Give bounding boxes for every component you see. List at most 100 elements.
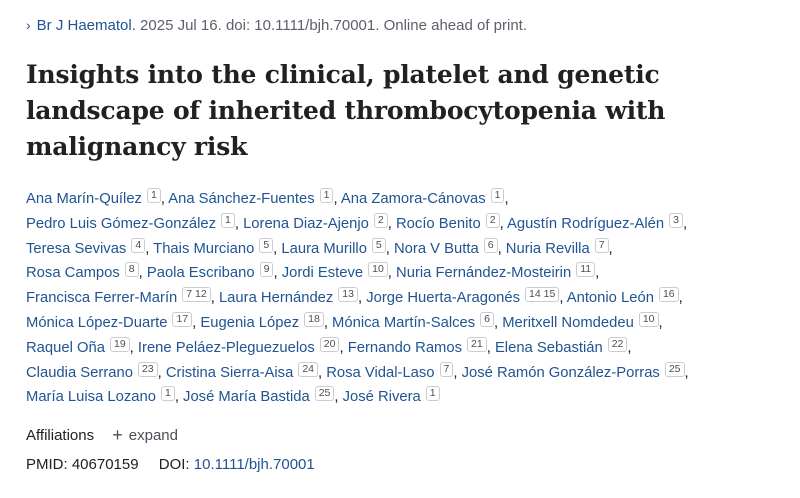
- expand-label: expand: [128, 427, 178, 445]
- author-name-link[interactable]: Mónica López-Duarte: [26, 314, 168, 331]
- author-item: José María Bastida 25: [183, 386, 335, 406]
- author-name-link[interactable]: Cristina Sierra-Aisa: [165, 364, 294, 381]
- author-item: Francisca Ferrer-Marín 7 12: [26, 287, 211, 307]
- author-separator: ,: [145, 240, 154, 257]
- plus-icon: +: [112, 425, 123, 446]
- author-separator: ,: [323, 314, 333, 331]
- author-name-link[interactable]: Pedro Luis Gómez-González: [26, 215, 216, 232]
- affiliation-number-badge[interactable]: 11: [576, 262, 596, 278]
- affiliation-number-badge[interactable]: 5: [259, 237, 274, 253]
- author-separator: ,: [387, 215, 396, 232]
- author-name-link[interactable]: Meritxell Nomdedeu: [502, 314, 634, 331]
- affiliation-number-badge[interactable]: 16: [658, 287, 679, 303]
- affiliation-number-badge[interactable]: 1: [160, 386, 175, 402]
- author-name-link[interactable]: Laura Hernández: [218, 290, 334, 307]
- author-name-link[interactable]: Nuria Fernández-Mosteirin: [396, 265, 572, 282]
- author-item: Rocío Benito 2: [396, 212, 500, 232]
- affiliation-number-badge[interactable]: 17: [172, 311, 193, 327]
- author-separator: ,: [453, 364, 462, 381]
- author-name-link[interactable]: Claudia Serrano: [26, 364, 133, 381]
- author-item: Antonio León 16: [566, 287, 679, 307]
- affiliation-number-badge[interactable]: 19: [109, 336, 130, 352]
- affiliation-number-badge[interactable]: 25: [664, 361, 685, 377]
- affiliation-number-badge[interactable]: 18: [304, 311, 324, 327]
- author-separator: ,: [129, 339, 138, 356]
- author-item: Jorge Huerta-Aragonés 14 15: [366, 287, 560, 307]
- affiliation-number-badge[interactable]: 1: [490, 188, 505, 203]
- affiliation-number-badge[interactable]: 20: [319, 336, 340, 352]
- article-page: › Br J Haematol. 2025 Jul 16. doi: 10.111…: [26, 14, 786, 476]
- affiliation-number-badge[interactable]: 7 12: [182, 287, 211, 303]
- affiliation-number-badge[interactable]: 7: [594, 237, 609, 253]
- affiliation-number-badge[interactable]: 14 15: [525, 287, 560, 303]
- author-separator: ,: [333, 191, 341, 207]
- author-name-link[interactable]: José María Bastida: [183, 389, 310, 406]
- affiliation-number-badge[interactable]: 1: [220, 212, 235, 228]
- author-item: Agustín Rodríguez-Alén 3: [506, 212, 683, 232]
- journal-link[interactable]: Br J Haematol.: [36, 17, 136, 34]
- identifiers-row: PMID: 40670159 DOI: 10.1111/bjh.70001: [26, 454, 786, 476]
- citation-line: › Br J Haematol. 2025 Jul 16. doi: 10.111…: [26, 14, 786, 37]
- author-name-link[interactable]: Lorena Diaz-Ajenjo: [243, 215, 369, 232]
- affiliation-number-badge[interactable]: 13: [338, 287, 358, 303]
- author-separator: ,: [387, 265, 397, 282]
- author-name-link[interactable]: Francisca Ferrer-Marín: [26, 290, 178, 307]
- affiliation-number-badge[interactable]: 6: [480, 311, 494, 327]
- author-name-link[interactable]: Ana Sánchez-Fuentes: [168, 191, 315, 207]
- author-name-link[interactable]: Jordi Esteve: [281, 265, 364, 282]
- author-name-link[interactable]: Eugenia López: [200, 314, 300, 331]
- affiliation-number-badge[interactable]: 1: [319, 188, 334, 203]
- expand-affiliations-button[interactable]: + expand: [112, 425, 178, 446]
- author-name-link[interactable]: Teresa Sevivas: [26, 240, 127, 257]
- author-name-link[interactable]: Ana Zamora-Cánovas: [340, 191, 486, 207]
- author-item: Claudia Serrano 23: [26, 361, 158, 381]
- author-separator: ,: [357, 290, 367, 307]
- affiliation-number-badge[interactable]: 24: [298, 361, 318, 377]
- author-name-link[interactable]: Jorge Huerta-Aragonés: [366, 290, 521, 307]
- affiliation-number-badge[interactable]: 1: [146, 188, 161, 203]
- affiliation-number-badge[interactable]: 1: [425, 386, 440, 402]
- author-name-link[interactable]: Ana Marín-Quílez: [26, 191, 142, 207]
- author-item: Cristina Sierra-Aisa 24: [165, 361, 318, 381]
- affiliation-number-badge[interactable]: 10: [368, 262, 388, 278]
- affiliation-number-badge[interactable]: 22: [607, 336, 628, 352]
- author-name-link[interactable]: José Rivera: [342, 389, 421, 406]
- author-name-link[interactable]: José Ramón González-Porras: [461, 364, 660, 381]
- author-name-link[interactable]: Paola Escribano: [146, 265, 255, 282]
- author-name-link[interactable]: Fernando Ramos: [347, 339, 463, 356]
- affiliation-number-badge[interactable]: 6: [483, 237, 498, 253]
- affiliation-number-badge[interactable]: 5: [371, 237, 386, 253]
- affiliation-number-badge[interactable]: 9: [259, 262, 274, 278]
- doi-link[interactable]: 10.1111/bjh.70001: [193, 456, 315, 474]
- affiliation-number-badge[interactable]: 2: [373, 212, 388, 228]
- author-name-link[interactable]: Irene Peláez-Pleguezuelos: [137, 339, 315, 356]
- pmid-label: PMID:: [26, 456, 68, 474]
- author-name-link[interactable]: Antonio León: [566, 290, 654, 307]
- affiliation-number-badge[interactable]: 10: [638, 311, 659, 327]
- affiliation-number-badge[interactable]: 21: [467, 336, 487, 352]
- author-separator: ,: [385, 240, 394, 257]
- author-name-link[interactable]: Raquel Oña: [26, 339, 105, 356]
- author-name-link[interactable]: Agustín Rodríguez-Alén: [506, 215, 665, 232]
- author-name-link[interactable]: Rocío Benito: [396, 215, 481, 232]
- affiliation-number-badge[interactable]: 23: [137, 361, 158, 377]
- chevron-right-icon[interactable]: ›: [26, 17, 31, 33]
- author-item: Raquel Oña 19: [26, 336, 130, 356]
- affiliation-number-badge[interactable]: 25: [314, 386, 335, 402]
- article-title: Insights into the clinical, platelet and…: [26, 60, 666, 161]
- author-name-link[interactable]: Laura Murillo: [281, 240, 367, 257]
- author-name-link[interactable]: Nora V Butta: [394, 240, 479, 257]
- author-name-link[interactable]: Thais Murciano: [153, 240, 255, 257]
- author-name-link[interactable]: Rosa Campos: [26, 265, 120, 282]
- author-name-link[interactable]: Rosa Vidal-Laso: [326, 364, 435, 381]
- affiliation-number-badge[interactable]: 3: [669, 212, 683, 228]
- affiliation-number-badge[interactable]: 7: [439, 361, 454, 377]
- author-name-link[interactable]: Elena Sebastián: [494, 339, 603, 356]
- author-name-link[interactable]: María Luisa Lozano: [26, 389, 156, 406]
- affiliation-number-badge[interactable]: 2: [485, 212, 500, 228]
- author-line: Rosa Campos 8, Paola Escribano 9, Jordi Es…: [26, 261, 786, 286]
- author-name-link[interactable]: Nuria Revilla: [505, 240, 590, 257]
- affiliation-number-badge[interactable]: 4: [131, 237, 146, 253]
- affiliation-number-badge[interactable]: 8: [124, 262, 139, 278]
- author-name-link[interactable]: Mónica Martín-Salces: [332, 314, 476, 331]
